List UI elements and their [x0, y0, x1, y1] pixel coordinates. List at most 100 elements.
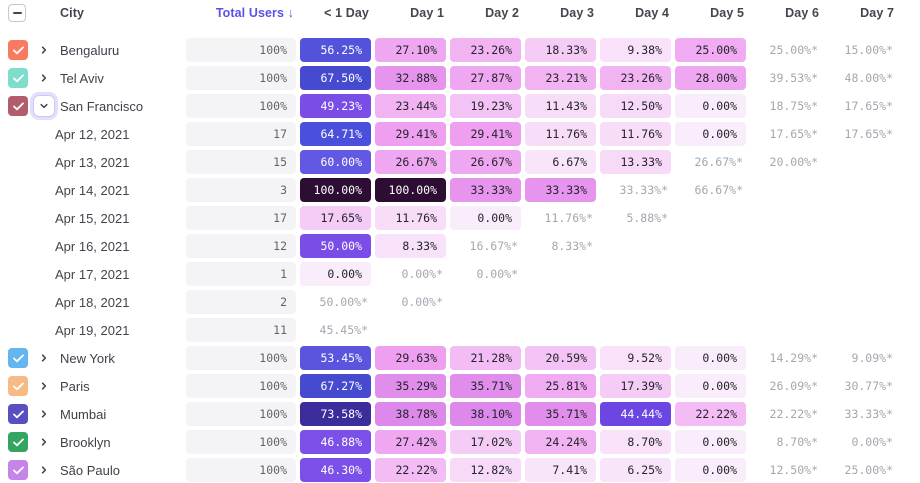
expand-button[interactable]	[34, 432, 54, 452]
estimated-retention-value[interactable]: 66.67%*	[694, 183, 743, 197]
column-header-day-2[interactable]: Day 2	[485, 6, 519, 20]
collapse-button[interactable]	[33, 95, 55, 117]
estimated-retention-value[interactable]: 22.22%*	[769, 407, 818, 421]
retention-cell[interactable]: 44.44%	[600, 402, 671, 426]
estimated-retention-value[interactable]: 5.88%*	[626, 211, 668, 225]
retention-cell[interactable]: 9.38%	[600, 38, 671, 62]
row-checkbox[interactable]	[8, 40, 28, 60]
retention-cell[interactable]: 26.67%	[375, 150, 446, 174]
estimated-retention-value[interactable]: 25.00%*	[844, 463, 893, 477]
row-checkbox[interactable]	[8, 68, 28, 88]
estimated-retention-value[interactable]: 33.33%*	[619, 183, 668, 197]
retention-cell[interactable]: 17.39%	[600, 374, 671, 398]
estimated-retention-value[interactable]: 30.77%*	[844, 379, 893, 393]
estimated-retention-value[interactable]: 48.00%*	[844, 71, 893, 85]
retention-cell[interactable]: 25.81%	[525, 374, 596, 398]
retention-cell[interactable]: 100.00%	[375, 178, 446, 202]
retention-cell[interactable]: 12.82%	[450, 458, 521, 482]
expand-button[interactable]	[34, 348, 54, 368]
row-checkbox[interactable]	[8, 404, 28, 424]
retention-cell[interactable]: 19.23%	[450, 94, 521, 118]
retention-cell[interactable]: 13.33%	[600, 150, 671, 174]
retention-cell[interactable]: 27.10%	[375, 38, 446, 62]
retention-cell[interactable]: 8.70%	[600, 430, 671, 454]
column-header-city[interactable]: City	[60, 6, 85, 20]
retention-cell[interactable]: 17.02%	[450, 430, 521, 454]
retention-cell[interactable]: 0.00%	[675, 346, 746, 370]
retention-cell[interactable]: 0.00%	[300, 262, 371, 286]
retention-cell[interactable]: 38.78%	[375, 402, 446, 426]
retention-cell[interactable]: 18.33%	[525, 38, 596, 62]
estimated-retention-value[interactable]: 17.65%*	[844, 99, 893, 113]
retention-cell[interactable]: 0.00%	[675, 430, 746, 454]
row-checkbox[interactable]	[8, 460, 28, 480]
retention-cell[interactable]: 22.22%	[675, 402, 746, 426]
column-header-total-users[interactable]: Total Users ↓	[215, 6, 294, 20]
retention-cell[interactable]: 11.76%	[375, 206, 446, 230]
retention-cell[interactable]: 12.50%	[600, 94, 671, 118]
retention-cell[interactable]: 29.41%	[450, 122, 521, 146]
expand-button[interactable]	[34, 460, 54, 480]
estimated-retention-value[interactable]: 39.53%*	[769, 71, 818, 85]
row-checkbox[interactable]	[8, 348, 28, 368]
column-header-day-4[interactable]: Day 4	[635, 6, 669, 20]
retention-cell[interactable]: 73.58%	[300, 402, 371, 426]
estimated-retention-value[interactable]: 15.00%*	[844, 43, 893, 57]
estimated-retention-value[interactable]: 50.00%*	[319, 295, 368, 309]
retention-cell[interactable]: 67.50%	[300, 66, 371, 90]
retention-cell[interactable]: 27.42%	[375, 430, 446, 454]
estimated-retention-value[interactable]: 18.75%*	[769, 99, 818, 113]
retention-cell[interactable]: 25.00%	[675, 38, 746, 62]
estimated-retention-value[interactable]: 8.33%*	[551, 239, 593, 253]
estimated-retention-value[interactable]: 16.67%*	[469, 239, 518, 253]
retention-cell[interactable]: 38.10%	[450, 402, 521, 426]
estimated-retention-value[interactable]: 0.00%*	[851, 435, 893, 449]
estimated-retention-value[interactable]: 14.29%*	[769, 351, 818, 365]
estimated-retention-value[interactable]: 17.65%*	[844, 127, 893, 141]
expand-button[interactable]	[34, 404, 54, 424]
retention-cell[interactable]: 0.00%	[675, 94, 746, 118]
estimated-retention-value[interactable]: 12.50%*	[769, 463, 818, 477]
expand-button[interactable]	[34, 40, 54, 60]
select-all-checkbox[interactable]	[8, 4, 26, 22]
estimated-retention-value[interactable]: 25.00%*	[769, 43, 818, 57]
column-header-day-5[interactable]: Day 5	[710, 6, 744, 20]
retention-cell[interactable]: 23.21%	[525, 66, 596, 90]
retention-cell[interactable]: 35.71%	[525, 402, 596, 426]
retention-cell[interactable]: 20.59%	[525, 346, 596, 370]
column-header-day-3[interactable]: Day 3	[560, 6, 594, 20]
estimated-retention-value[interactable]: 33.33%*	[844, 407, 893, 421]
retention-cell[interactable]: 28.00%	[675, 66, 746, 90]
expand-button[interactable]	[34, 376, 54, 396]
retention-cell[interactable]: 29.63%	[375, 346, 446, 370]
retention-cell[interactable]: 17.65%	[300, 206, 371, 230]
retention-cell[interactable]: 29.41%	[375, 122, 446, 146]
column-header-day-1[interactable]: Day 1	[410, 6, 444, 20]
estimated-retention-value[interactable]: 26.09%*	[769, 379, 818, 393]
retention-cell[interactable]: 32.88%	[375, 66, 446, 90]
estimated-retention-value[interactable]: 20.00%*	[769, 155, 818, 169]
retention-cell[interactable]: 60.00%	[300, 150, 371, 174]
retention-cell[interactable]: 11.76%	[600, 122, 671, 146]
retention-cell[interactable]: 35.29%	[375, 374, 446, 398]
retention-cell[interactable]: 23.26%	[450, 38, 521, 62]
estimated-retention-value[interactable]: 9.09%*	[851, 351, 893, 365]
retention-cell[interactable]: 24.24%	[525, 430, 596, 454]
retention-cell[interactable]: 23.26%	[600, 66, 671, 90]
estimated-retention-value[interactable]: 26.67%*	[694, 155, 743, 169]
retention-cell[interactable]: 33.33%	[450, 178, 521, 202]
retention-cell[interactable]: 67.27%	[300, 374, 371, 398]
retention-cell[interactable]: 46.88%	[300, 430, 371, 454]
retention-cell[interactable]: 23.44%	[375, 94, 446, 118]
row-checkbox[interactable]	[8, 96, 28, 116]
estimated-retention-value[interactable]: 0.00%*	[476, 267, 518, 281]
retention-cell[interactable]: 49.23%	[300, 94, 371, 118]
row-checkbox[interactable]	[8, 376, 28, 396]
retention-cell[interactable]: 9.52%	[600, 346, 671, 370]
expand-button[interactable]	[34, 68, 54, 88]
retention-cell[interactable]: 7.41%	[525, 458, 596, 482]
retention-cell[interactable]: 8.33%	[375, 234, 446, 258]
retention-cell[interactable]: 33.33%	[525, 178, 596, 202]
retention-cell[interactable]: 64.71%	[300, 122, 371, 146]
estimated-retention-value[interactable]: 0.00%*	[401, 267, 443, 281]
